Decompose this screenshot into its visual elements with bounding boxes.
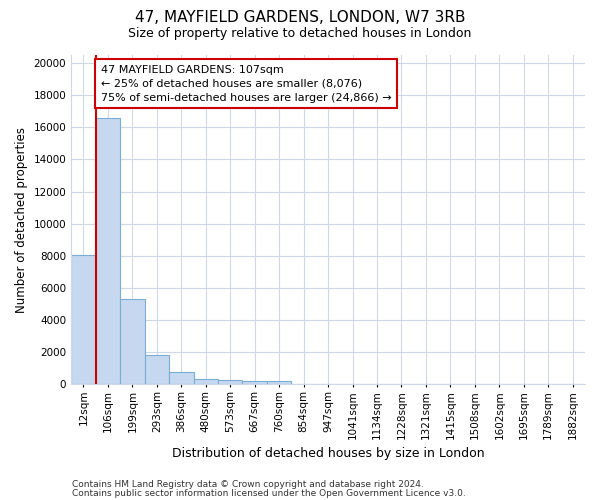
Bar <box>194 378 218 384</box>
Bar <box>242 381 267 384</box>
Bar <box>218 380 242 384</box>
Text: Size of property relative to detached houses in London: Size of property relative to detached ho… <box>128 28 472 40</box>
Bar <box>95 118 120 384</box>
Bar <box>120 299 145 384</box>
Bar <box>145 354 169 384</box>
Text: Contains public sector information licensed under the Open Government Licence v3: Contains public sector information licen… <box>72 488 466 498</box>
X-axis label: Distribution of detached houses by size in London: Distribution of detached houses by size … <box>172 447 484 460</box>
Bar <box>71 254 95 384</box>
Text: Contains HM Land Registry data © Crown copyright and database right 2024.: Contains HM Land Registry data © Crown c… <box>72 480 424 489</box>
Bar <box>267 381 292 384</box>
Bar <box>169 372 194 384</box>
Text: 47, MAYFIELD GARDENS, LONDON, W7 3RB: 47, MAYFIELD GARDENS, LONDON, W7 3RB <box>135 10 465 25</box>
Text: 47 MAYFIELD GARDENS: 107sqm
← 25% of detached houses are smaller (8,076)
75% of : 47 MAYFIELD GARDENS: 107sqm ← 25% of det… <box>101 64 391 102</box>
Y-axis label: Number of detached properties: Number of detached properties <box>15 126 28 312</box>
